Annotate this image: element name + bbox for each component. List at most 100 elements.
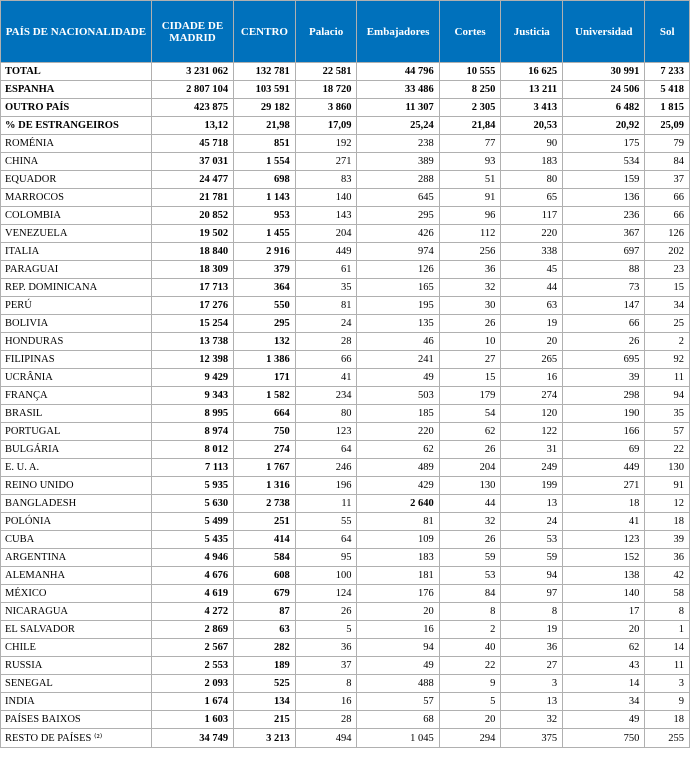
country-cell: EL SALVADOR [1, 621, 152, 639]
value-cell: 22 581 [295, 63, 357, 81]
value-cell: 36 [295, 639, 357, 657]
value-cell: 132 [234, 333, 296, 351]
country-cell: CUBA [1, 531, 152, 549]
value-cell: 8 012 [151, 441, 233, 459]
value-cell: 18 [563, 495, 645, 513]
value-cell: 64 [295, 531, 357, 549]
table-row: SENEGAL2 093525848893143 [1, 675, 690, 693]
value-cell: 3 413 [501, 99, 563, 117]
value-cell: 195 [357, 297, 439, 315]
value-cell: 36 [501, 639, 563, 657]
value-cell: 126 [357, 261, 439, 279]
value-cell: 40 [439, 639, 501, 657]
value-cell: 19 502 [151, 225, 233, 243]
table-row: PORTUGAL8 9747501232206212216657 [1, 423, 690, 441]
value-cell: 100 [295, 567, 357, 585]
value-cell: 32 [439, 513, 501, 531]
table-row: UCRÂNIA9 429171414915163911 [1, 369, 690, 387]
value-cell: 11 [645, 369, 690, 387]
value-cell: 449 [563, 459, 645, 477]
value-cell: 62 [563, 639, 645, 657]
value-cell: 176 [357, 585, 439, 603]
value-cell: 220 [357, 423, 439, 441]
value-cell: 44 [439, 495, 501, 513]
value-cell: 1 143 [234, 189, 296, 207]
value-cell: 35 [645, 405, 690, 423]
value-cell: 11 [645, 657, 690, 675]
table-row: BANGLADESH5 6302 738112 64044131812 [1, 495, 690, 513]
country-cell: MÉXICO [1, 585, 152, 603]
value-cell: 87 [234, 603, 296, 621]
country-cell: ALEMANHA [1, 567, 152, 585]
value-cell: 132 781 [234, 63, 296, 81]
value-cell: 32 [439, 279, 501, 297]
value-cell: 189 [234, 657, 296, 675]
value-cell: 159 [563, 171, 645, 189]
value-cell: 109 [357, 531, 439, 549]
value-cell: 8 250 [439, 81, 501, 99]
value-cell: 2 567 [151, 639, 233, 657]
value-cell: 697 [563, 243, 645, 261]
value-cell: 204 [295, 225, 357, 243]
value-cell: 23 [645, 261, 690, 279]
table-row: PARAGUAI18 3093796112636458823 [1, 261, 690, 279]
country-cell: TOTAL [1, 63, 152, 81]
table-row: % DE ESTRANGEIROS13,1221,9817,0925,2421,… [1, 117, 690, 135]
value-cell: 241 [357, 351, 439, 369]
value-cell: 124 [295, 585, 357, 603]
value-cell: 974 [357, 243, 439, 261]
country-cell: ARGENTINA [1, 549, 152, 567]
value-cell: 26 [439, 315, 501, 333]
value-cell: 364 [234, 279, 296, 297]
value-cell: 58 [645, 585, 690, 603]
value-cell: 236 [563, 207, 645, 225]
value-cell: 49 [357, 369, 439, 387]
value-cell: 53 [501, 531, 563, 549]
value-cell: 81 [357, 513, 439, 531]
value-cell: 94 [645, 387, 690, 405]
value-cell: 1 045 [357, 729, 439, 748]
value-cell: 117 [501, 207, 563, 225]
value-cell: 2 [645, 333, 690, 351]
value-cell: 271 [295, 153, 357, 171]
table-row: E. U. A.7 1131 767246489204249449130 [1, 459, 690, 477]
value-cell: 18 309 [151, 261, 233, 279]
value-cell: 83 [295, 171, 357, 189]
table-row: FILIPINAS12 3981 386662412726569592 [1, 351, 690, 369]
country-cell: VENEZUELA [1, 225, 152, 243]
value-cell: 64 [295, 441, 357, 459]
table-row: CHILE2 567282369440366214 [1, 639, 690, 657]
value-cell: 66 [645, 189, 690, 207]
value-cell: 525 [234, 675, 296, 693]
value-cell: 265 [501, 351, 563, 369]
value-cell: 41 [563, 513, 645, 531]
value-cell: 103 591 [234, 81, 296, 99]
column-header: CENTRO [234, 1, 296, 63]
value-cell: 13 [501, 495, 563, 513]
value-cell: 57 [645, 423, 690, 441]
value-cell: 36 [645, 549, 690, 567]
value-cell: 140 [295, 189, 357, 207]
value-cell: 1 455 [234, 225, 296, 243]
value-cell: 33 486 [357, 81, 439, 99]
value-cell: 80 [295, 405, 357, 423]
value-cell: 750 [563, 729, 645, 748]
value-cell: 16 [501, 369, 563, 387]
value-cell: 494 [295, 729, 357, 748]
value-cell: 534 [563, 153, 645, 171]
value-cell: 13 [501, 693, 563, 711]
value-cell: 295 [357, 207, 439, 225]
table-row: BRASIL8 995664801855412019035 [1, 405, 690, 423]
value-cell: 4 272 [151, 603, 233, 621]
country-cell: REINO UNIDO [1, 477, 152, 495]
value-cell: 25,09 [645, 117, 690, 135]
value-cell: 20 [357, 603, 439, 621]
value-cell: 14 [645, 639, 690, 657]
value-cell: 15 [645, 279, 690, 297]
country-cell: REP. DOMINICANA [1, 279, 152, 297]
value-cell: 4 619 [151, 585, 233, 603]
value-cell: 44 [501, 279, 563, 297]
value-cell: 126 [645, 225, 690, 243]
country-cell: COLOMBIA [1, 207, 152, 225]
value-cell: 3 [645, 675, 690, 693]
